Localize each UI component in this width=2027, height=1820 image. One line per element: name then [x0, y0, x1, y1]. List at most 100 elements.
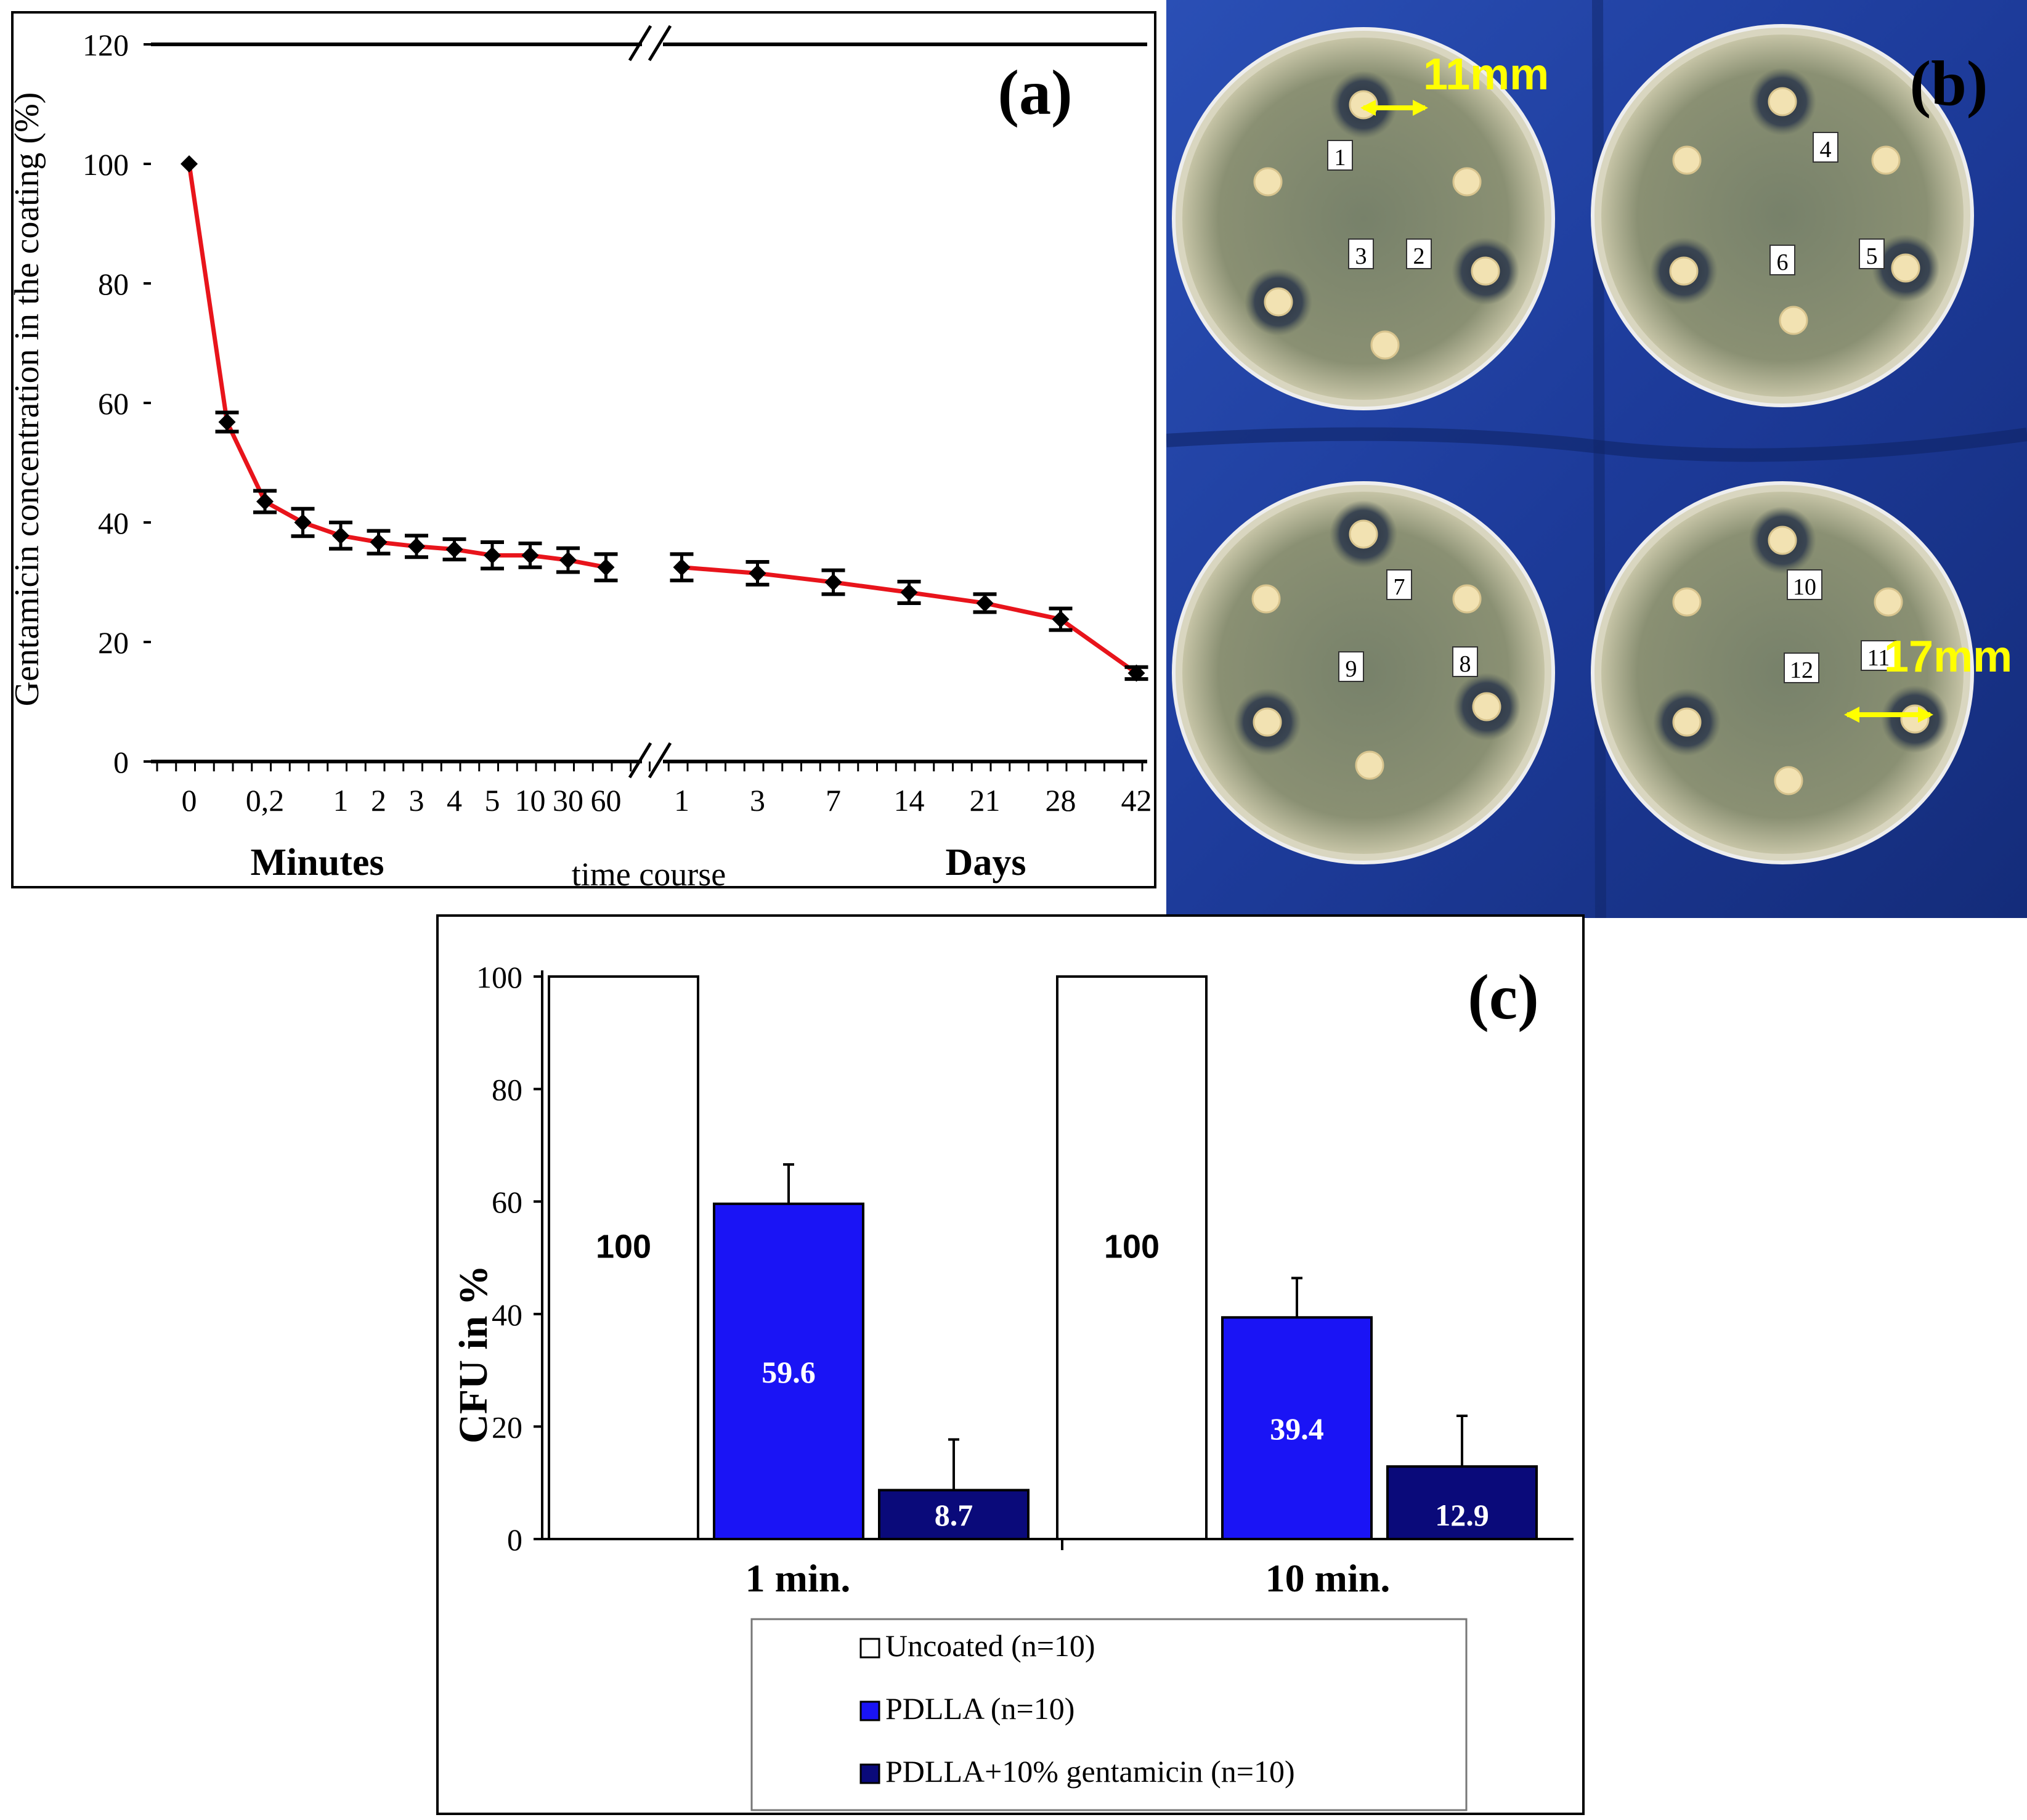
antibiotic-disc — [1251, 584, 1281, 614]
x-category-label: 10 min. — [1265, 1556, 1391, 1600]
legend-label: PDLLA+10% gentamicin (n=10) — [885, 1754, 1295, 1789]
x-tick-label: 30 — [553, 783, 583, 818]
legend-label: Uncoated (n=10) — [885, 1628, 1095, 1663]
disc-label: 10 — [1793, 574, 1816, 600]
bar — [548, 975, 699, 1540]
x-tick-label: 42 — [1121, 783, 1152, 818]
data-point — [484, 546, 501, 564]
agar-plate — [1601, 492, 1964, 854]
panel-a-frame — [11, 11, 1156, 888]
bar — [1056, 975, 1208, 1540]
panel-c-label: (c) — [1468, 962, 1538, 1033]
y-tick-label: 60 — [98, 386, 129, 421]
disc-label-box — [1406, 238, 1432, 269]
bar — [1221, 1316, 1373, 1540]
data-point — [824, 574, 842, 591]
x-tick-label: 60 — [591, 783, 622, 818]
axis-break-mark — [648, 742, 672, 779]
disc-label: 8 — [1460, 651, 1471, 677]
antibiotic-disc — [1672, 707, 1702, 737]
panel-a-label: (a) — [997, 57, 1072, 128]
x-tick-label: 14 — [894, 783, 925, 818]
disc-label: 5 — [1866, 243, 1878, 269]
y-tick-label: 20 — [492, 1410, 522, 1444]
antibiotic-disc — [1253, 707, 1282, 737]
bar-data-label: 39.4 — [1270, 1412, 1324, 1446]
annotation-17mm: 17mm — [1884, 632, 2012, 681]
x-tick-label: 7 — [826, 783, 841, 818]
disc-label-box — [1348, 238, 1374, 269]
disc-label-box — [1327, 140, 1353, 171]
antibiotic-disc — [1871, 145, 1901, 175]
disc-label-box — [1813, 132, 1838, 163]
legend-label: PDLLA (n=10) — [885, 1691, 1074, 1726]
y-tick-label: 80 — [98, 267, 129, 301]
antibiotic-disc — [1669, 256, 1699, 286]
x-tick-label: 2 — [371, 783, 386, 818]
y-tick-label: 20 — [98, 625, 129, 660]
y-tick-label: 0 — [507, 1522, 522, 1557]
panel-c-y-axis-title: CFU in % — [451, 1265, 496, 1444]
bar-data-label: 8.7 — [935, 1498, 973, 1532]
disc-label-box — [1784, 652, 1819, 683]
disc-label-box — [1787, 569, 1822, 600]
disc-label: 11 — [1867, 645, 1890, 671]
antibiotic-disc — [1891, 253, 1920, 283]
x-tick-label: 3 — [750, 783, 765, 818]
bar-data-label: 59.6 — [762, 1355, 816, 1389]
panel-b-label: (b) — [1909, 48, 1988, 119]
data-point — [521, 546, 539, 564]
measurement-arrow-11mm — [1360, 100, 1428, 116]
bar-data-label: 100 — [1104, 1229, 1160, 1265]
x-tick-label: 3 — [409, 783, 424, 818]
x-tick-label: 1 — [333, 783, 349, 818]
panel-a-x-axis-title: time course — [572, 856, 726, 893]
data-point — [976, 594, 994, 612]
disc-label: 6 — [1777, 250, 1789, 275]
x-tick-label: 10 — [515, 783, 546, 818]
x-tick-label: 4 — [447, 783, 462, 818]
antibiotic-disc — [1471, 256, 1500, 286]
disc-label-box — [1769, 245, 1795, 275]
y-tick-label: 60 — [492, 1185, 522, 1219]
y-tick-label: 40 — [98, 506, 129, 540]
panel-a-group-label-minutes: Minutes — [251, 842, 384, 884]
disc-label: 4 — [1820, 137, 1832, 163]
y-tick-label: 100 — [83, 147, 129, 182]
disc-label: 7 — [1394, 574, 1405, 600]
axis-break-mark — [648, 25, 672, 62]
disc-label: 2 — [1413, 243, 1425, 269]
x-tick-label: 0 — [182, 783, 197, 818]
data-point — [559, 551, 577, 569]
antibiotic-disc — [1672, 587, 1702, 617]
disc-label-box — [1859, 238, 1885, 269]
x-tick-label: 21 — [970, 783, 1001, 818]
disc-label: 12 — [1790, 657, 1813, 683]
disc-label: 3 — [1355, 243, 1367, 269]
data-point — [1127, 664, 1145, 682]
antibiotic-disc — [1472, 692, 1501, 721]
x-category-label: 1 min. — [745, 1556, 851, 1600]
data-point — [218, 413, 236, 431]
antibiotic-disc — [1768, 87, 1797, 116]
legend-swatch — [859, 1700, 880, 1721]
data-point — [332, 527, 349, 545]
antibiotic-disc — [1349, 519, 1378, 549]
bar — [1386, 1465, 1538, 1541]
disc-label-box — [1386, 569, 1412, 600]
panel-c-bar-chart: 100 59.6 8.7 100 39.4 12.9 0 20 40 60 80 100 1 min.… — [436, 914, 1585, 1815]
data-point — [445, 540, 463, 558]
y-tick-label: 120 — [83, 28, 129, 62]
disc-label-box — [1338, 651, 1364, 682]
data-point — [256, 493, 274, 511]
x-tick-label: 5 — [485, 783, 500, 818]
measurement-arrow-17mm — [1844, 707, 1933, 723]
axis-break-mark — [628, 742, 652, 779]
bar — [713, 1202, 864, 1540]
data-point — [597, 558, 615, 576]
data-point — [370, 534, 388, 551]
legend-swatch — [859, 1638, 880, 1659]
y-tick-label: 0 — [113, 745, 129, 779]
antibiotic-disc — [1264, 287, 1293, 317]
